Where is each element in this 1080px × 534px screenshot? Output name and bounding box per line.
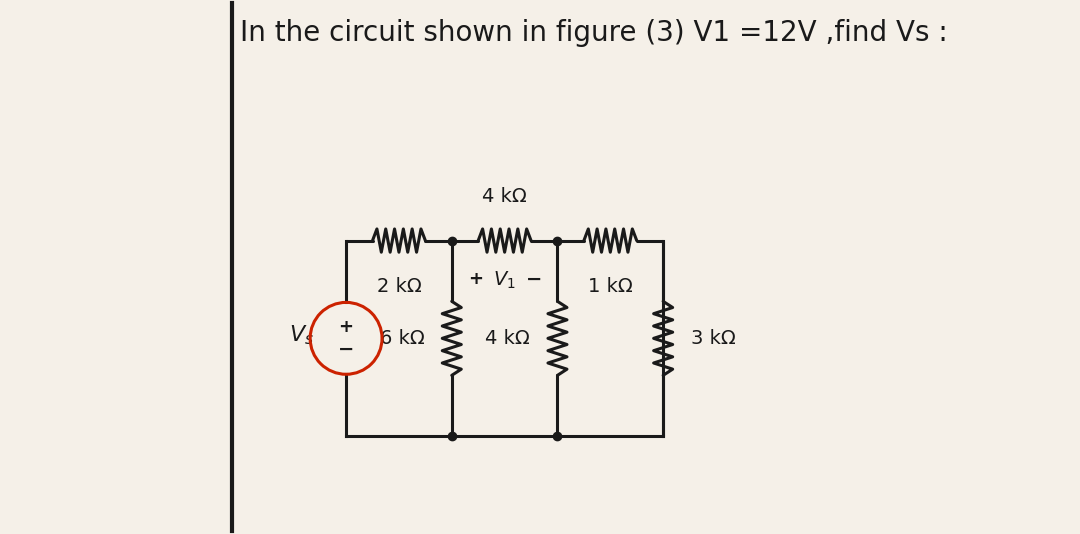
Text: In the circuit shown in figure (3) V1 =12V ,find Vs :: In the circuit shown in figure (3) V1 =1… bbox=[241, 19, 948, 46]
Text: 1 kΩ: 1 kΩ bbox=[588, 277, 633, 295]
Text: 4 kΩ: 4 kΩ bbox=[483, 187, 527, 206]
Text: −: − bbox=[338, 340, 354, 358]
Text: +: + bbox=[339, 318, 353, 336]
Text: 3 kΩ: 3 kΩ bbox=[690, 329, 735, 348]
Text: 2 kΩ: 2 kΩ bbox=[377, 277, 421, 295]
Text: −: − bbox=[526, 270, 542, 289]
Text: +: + bbox=[468, 270, 483, 288]
Text: $V_1$: $V_1$ bbox=[494, 270, 516, 291]
Text: 4 kΩ: 4 kΩ bbox=[485, 329, 530, 348]
Text: 6 kΩ: 6 kΩ bbox=[379, 329, 424, 348]
Text: $V_s$: $V_s$ bbox=[288, 324, 313, 348]
